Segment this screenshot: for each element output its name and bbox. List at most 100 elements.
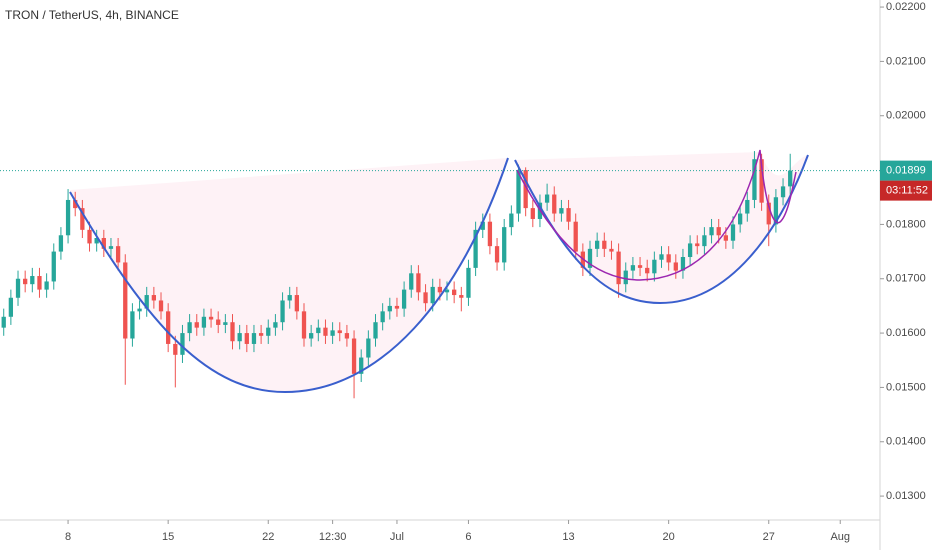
candle-body	[8, 297, 14, 317]
candle-body	[652, 259, 657, 274]
countdown-box	[880, 180, 932, 201]
candle-body	[330, 330, 335, 336]
candle-body	[244, 333, 249, 344]
candle-body	[752, 159, 757, 200]
candle-body	[230, 322, 235, 342]
x-tick-label: 22	[262, 531, 274, 543]
candle-body	[115, 246, 121, 263]
candle-body	[709, 227, 714, 236]
y-tick-label: 0.01300	[886, 490, 926, 502]
candle-body	[15, 278, 21, 298]
candle-body	[645, 267, 650, 274]
candle-body	[544, 194, 550, 203]
candle-body	[630, 265, 636, 271]
candle-body	[530, 208, 535, 219]
candle-body	[666, 254, 671, 263]
candle-body	[194, 322, 199, 328]
x-tick-label: Aug	[830, 531, 850, 543]
candle-body	[266, 327, 271, 336]
y-tick-label: 0.01600	[886, 327, 926, 339]
candle-body	[273, 322, 278, 328]
candle-body	[473, 229, 478, 268]
y-tick-label: 0.02100	[886, 55, 926, 67]
candle-body	[216, 319, 221, 325]
candle-body	[430, 286, 435, 304]
candle-body	[716, 227, 721, 236]
candle-body	[151, 295, 157, 301]
y-tick-label: 0.02200	[886, 1, 926, 13]
candle-body	[123, 262, 128, 339]
candle-body	[566, 208, 571, 222]
candle-body	[494, 246, 500, 263]
candle-body	[180, 333, 185, 355]
candle-body	[158, 300, 164, 312]
candle-body	[559, 208, 564, 214]
candle-body	[137, 308, 142, 312]
candle-body	[416, 273, 421, 293]
candle-body	[409, 273, 414, 290]
candle-body	[487, 221, 493, 247]
candle-body	[73, 199, 78, 209]
candle-body	[401, 289, 407, 309]
candle-body	[730, 224, 736, 241]
candle-body	[87, 229, 92, 244]
candle-body	[323, 327, 328, 336]
candle-body	[552, 194, 557, 214]
candles	[1, 151, 793, 399]
candle-body	[208, 316, 214, 320]
candle-body	[637, 265, 643, 268]
candle-body	[1, 316, 6, 328]
candle-body	[687, 243, 693, 258]
candle-body	[788, 170, 793, 187]
cup-shade	[70, 158, 508, 392]
candle-body	[201, 316, 207, 328]
drawings	[69, 149, 809, 394]
candle-body	[459, 295, 464, 298]
candle-body	[723, 235, 728, 241]
x-tick-label: 8	[65, 531, 71, 543]
candle-body	[452, 289, 457, 296]
candle-body	[394, 305, 400, 309]
candle-body	[373, 322, 378, 339]
candle-body	[101, 237, 106, 249]
candle-body	[80, 208, 85, 230]
candle-body	[51, 251, 56, 282]
candle-body	[380, 311, 385, 323]
candle-body	[23, 278, 28, 285]
candle-body	[738, 213, 743, 225]
y-tick-label: 0.02000	[886, 110, 926, 122]
candle-body	[316, 327, 321, 334]
candle-body	[387, 305, 392, 312]
candle-body	[294, 295, 300, 312]
candle-body	[223, 322, 228, 325]
candle-body	[602, 240, 607, 249]
handle-curve	[516, 149, 797, 281]
candle-body	[251, 333, 257, 344]
candle-body	[130, 311, 135, 339]
candle-body	[173, 343, 178, 355]
candle-body	[780, 186, 786, 198]
y-tick-label: 0.01500	[886, 381, 926, 393]
x-tick-label: 13	[562, 531, 574, 543]
candle-body	[702, 235, 707, 247]
candle-body	[337, 330, 342, 334]
candle-body	[745, 199, 750, 214]
candle-body	[466, 267, 471, 298]
y-tick-label: 0.01700	[886, 273, 926, 285]
candle-body	[65, 199, 71, 236]
candle-body	[509, 213, 514, 228]
candle-body	[516, 170, 521, 214]
candle-body	[258, 333, 264, 336]
candle-body	[609, 248, 614, 252]
x-tick-label: 6	[465, 531, 471, 543]
drawings	[70, 152, 808, 392]
x-tick-label: 27	[763, 531, 775, 543]
candle-body	[351, 338, 357, 374]
candle-body	[144, 295, 149, 309]
candle-body	[437, 286, 443, 293]
candle-body	[37, 276, 42, 290]
candle-body	[673, 262, 678, 271]
candle-body	[595, 240, 600, 249]
